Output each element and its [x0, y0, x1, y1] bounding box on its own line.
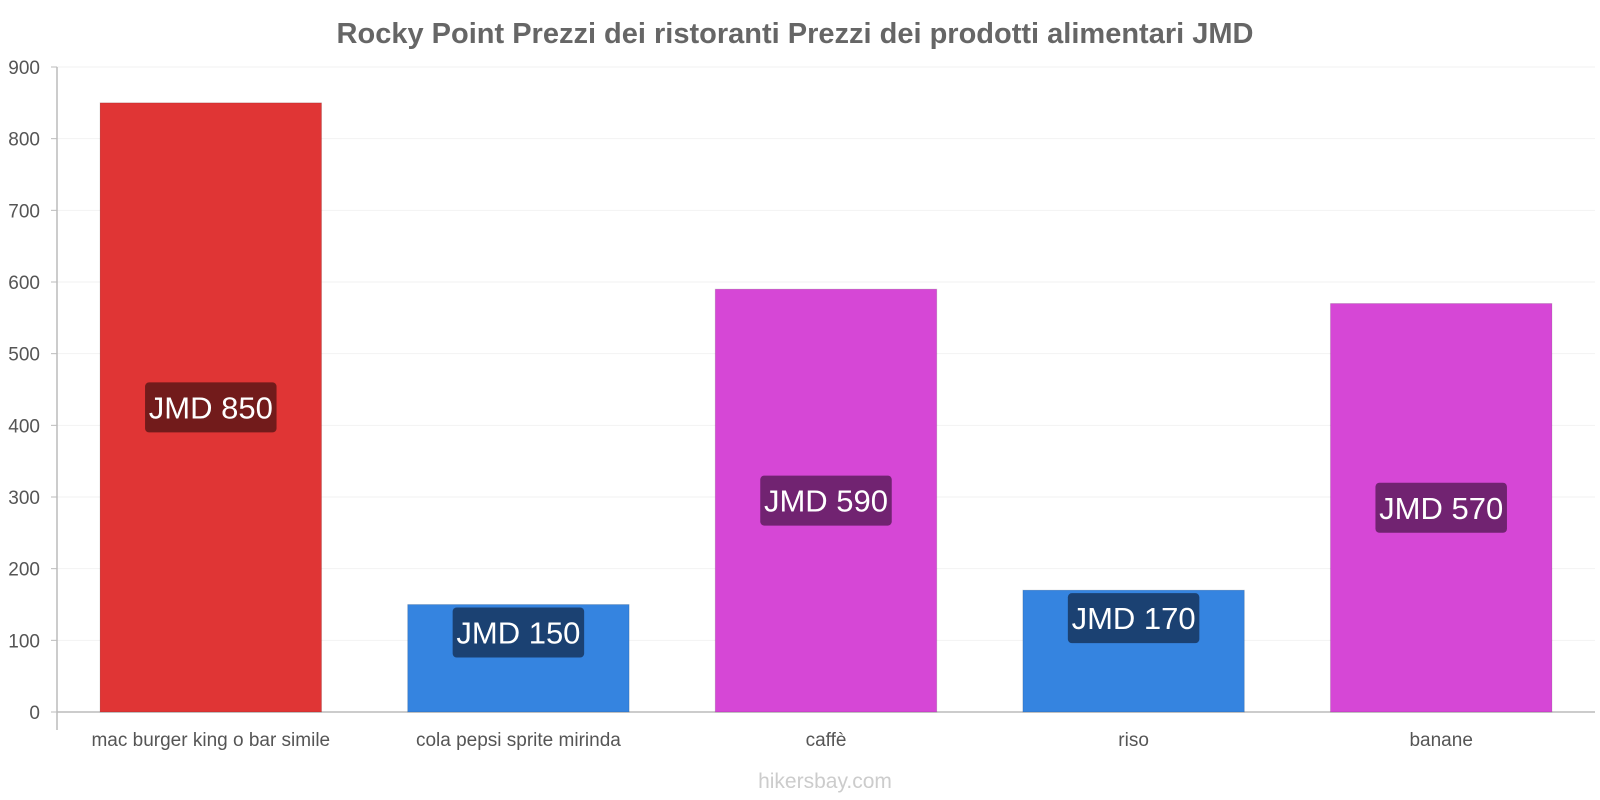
- data-label-box-3: [1067, 593, 1200, 644]
- data-label-3: JMD 170: [1072, 601, 1196, 636]
- watermark: hikersbay.com: [758, 770, 892, 793]
- category-label-0: mac burger king o bar simile: [91, 730, 330, 751]
- data-label-2: JMD 590: [764, 484, 888, 519]
- y-tick-label-700: 700: [8, 201, 40, 222]
- y-tick-label-200: 200: [8, 560, 40, 581]
- data-label-box-1: [452, 607, 585, 658]
- axes: 0 100 200 300 400 500 600 700 800 900 mac burger k…: [8, 58, 1595, 751]
- data-label-4: JMD 570: [1379, 491, 1503, 526]
- y-tick-label-900: 900: [8, 58, 40, 79]
- data-labels: JMD 850 JMD 150 JMD 590 JMD 170 JMD 570: [145, 382, 1507, 658]
- chart-title: Rocky Point Prezzi dei ristoranti Prezzi…: [337, 18, 1254, 50]
- y-tick-label-100: 100: [8, 631, 40, 652]
- y-tick-label-300: 300: [8, 488, 40, 509]
- data-label-box-2: [760, 475, 892, 526]
- category-label-1: cola pepsi sprite mirinda: [416, 730, 621, 751]
- y-tick-label-400: 400: [8, 416, 40, 437]
- category-label-3: riso: [1118, 730, 1149, 751]
- y-tick-label-800: 800: [8, 130, 40, 151]
- data-label-box-4: [1375, 482, 1507, 533]
- y-tick-label-500: 500: [8, 345, 40, 366]
- y-tick-label-600: 600: [8, 273, 40, 294]
- bars: [99, 102, 1553, 713]
- data-label-0: JMD 850: [149, 390, 273, 425]
- data-label-1: JMD 150: [456, 616, 580, 651]
- data-label-box-0: [145, 382, 277, 433]
- category-label-2: caffè: [806, 730, 847, 751]
- y-tick-label-0: 0: [29, 703, 40, 724]
- category-label-4: banane: [1409, 730, 1472, 751]
